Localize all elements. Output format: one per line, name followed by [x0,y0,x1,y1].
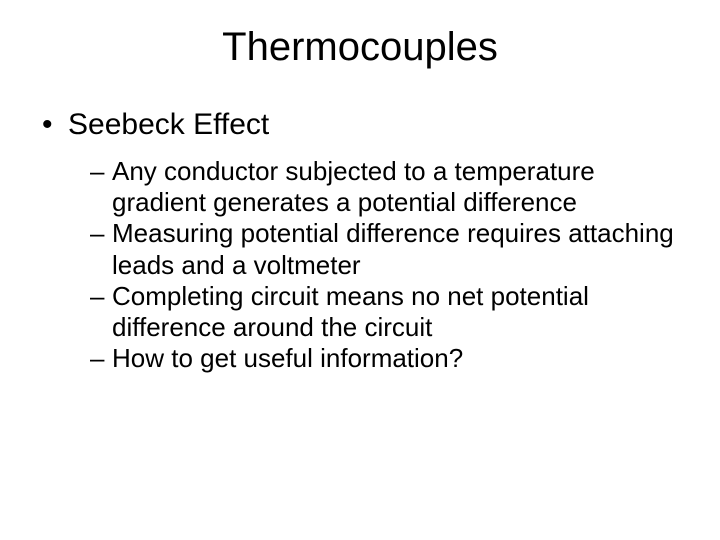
bullet-list-level1: Seebeck Effect [40,108,680,142]
bullet-list-level2: Any conductor subjected to a temperature… [90,156,680,374]
bullet-level2-item: How to get useful information? [90,343,680,374]
slide-container: Thermocouples Seebeck Effect Any conduct… [0,0,720,540]
bullet-level1-text: Seebeck Effect [68,108,269,141]
bullet-level2-item: Any conductor subjected to a temperature… [90,156,680,218]
bullet-level2-text: How to get useful information? [112,343,463,373]
slide-title: Thermocouples [40,25,680,70]
bullet-level2-item: Measuring potential difference requires … [90,218,680,280]
bullet-level2-text: Completing circuit means no net potentia… [112,281,589,342]
bullet-level2-item: Completing circuit means no net potentia… [90,281,680,343]
bullet-level2-text: Any conductor subjected to a temperature… [112,156,595,217]
bullet-level1-item: Seebeck Effect [40,108,680,142]
bullet-level2-text: Measuring potential difference requires … [112,218,674,279]
